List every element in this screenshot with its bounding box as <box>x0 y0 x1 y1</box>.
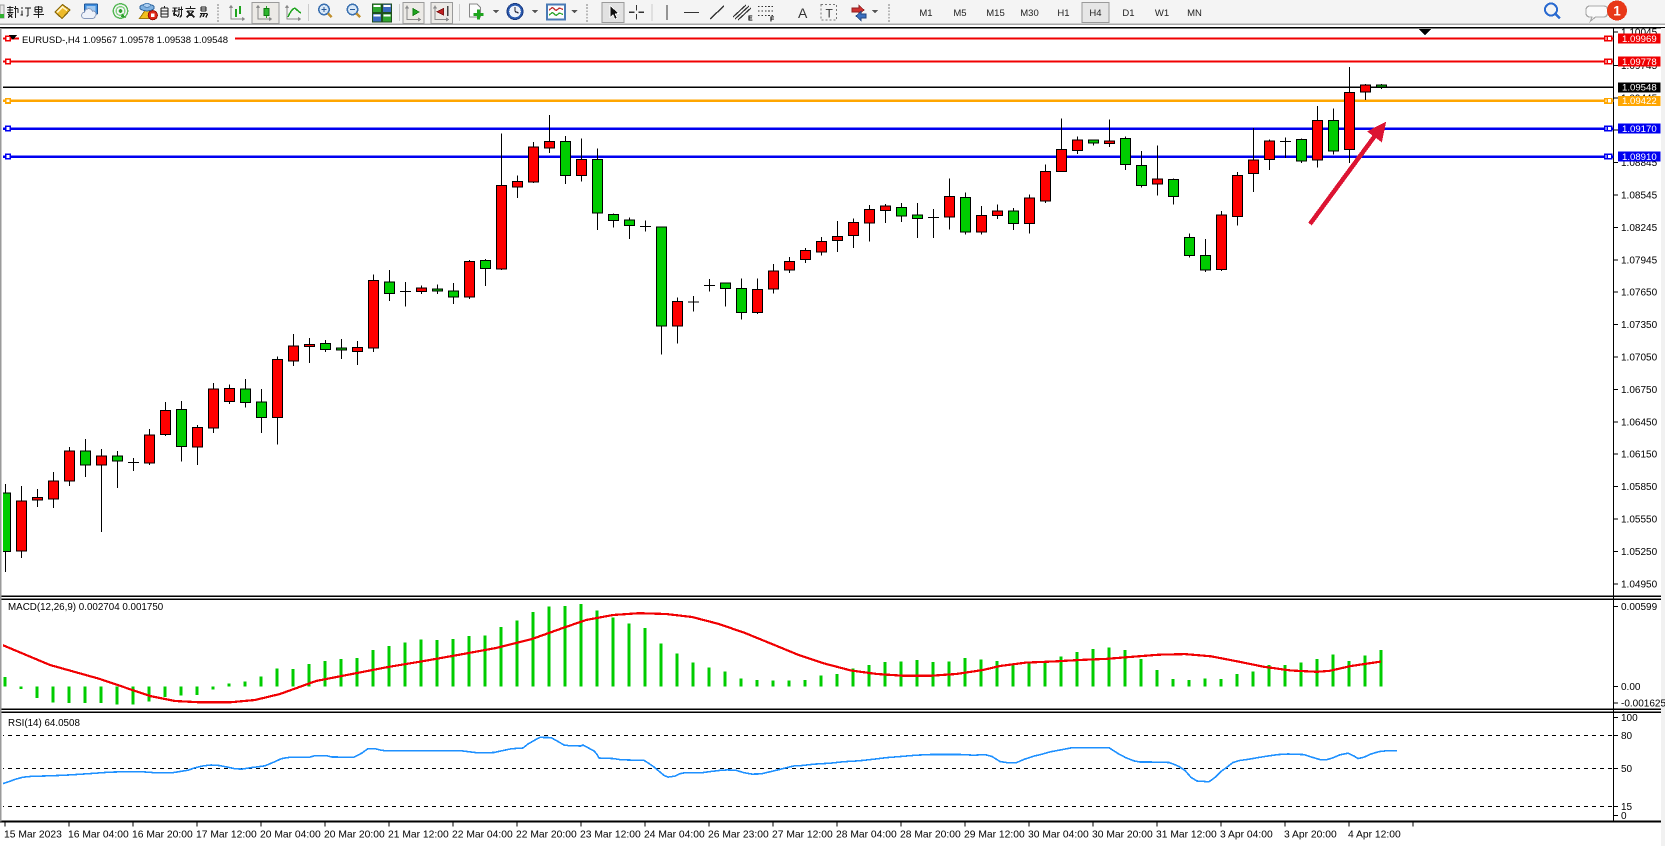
svg-text:1.07650: 1.07650 <box>1621 288 1658 299</box>
svg-text:23 Mar 12:00: 23 Mar 12:00 <box>580 830 641 841</box>
svg-text:30 Mar 20:00: 30 Mar 20:00 <box>1092 830 1153 841</box>
svg-text:1.04950: 1.04950 <box>1621 579 1658 590</box>
svg-text:100: 100 <box>1621 713 1638 724</box>
svg-text:A: A <box>798 5 808 21</box>
svg-text:1: 1 <box>1613 4 1621 19</box>
svg-text:3 Apr 04:00: 3 Apr 04:00 <box>1220 830 1273 841</box>
svg-text:0: 0 <box>1621 811 1627 822</box>
svg-text:20 Mar 04:00: 20 Mar 04:00 <box>260 830 321 841</box>
svg-text:H1: H1 <box>1057 8 1069 19</box>
svg-text:22 Mar 20:00: 22 Mar 20:00 <box>516 830 577 841</box>
svg-text:31 Mar 12:00: 31 Mar 12:00 <box>1156 830 1217 841</box>
svg-text:F: F <box>770 17 775 24</box>
svg-text:1.06450: 1.06450 <box>1621 417 1658 428</box>
svg-text:16 Mar 20:00: 16 Mar 20:00 <box>132 830 193 841</box>
svg-text:RSI(14) 64.0508: RSI(14) 64.0508 <box>8 718 80 729</box>
svg-text:0.00: 0.00 <box>1621 682 1641 693</box>
svg-text:16 Mar 04:00: 16 Mar 04:00 <box>68 830 129 841</box>
svg-text:15 Mar 2023: 15 Mar 2023 <box>4 830 62 841</box>
svg-text:H4: H4 <box>1089 8 1101 19</box>
svg-text:50: 50 <box>1621 764 1633 775</box>
svg-text:0.00599: 0.00599 <box>1621 602 1658 613</box>
svg-text:1.09170: 1.09170 <box>1622 124 1657 135</box>
svg-text:1.07945: 1.07945 <box>1621 255 1658 266</box>
svg-text:24 Mar 04:00: 24 Mar 04:00 <box>644 830 705 841</box>
svg-text:1.05250: 1.05250 <box>1621 547 1658 558</box>
svg-text:1.05550: 1.05550 <box>1621 515 1658 526</box>
svg-text:1.08245: 1.08245 <box>1621 223 1658 234</box>
svg-text:M30: M30 <box>1020 8 1038 19</box>
svg-text:17 Mar 12:00: 17 Mar 12:00 <box>196 830 257 841</box>
svg-text:1.05850: 1.05850 <box>1621 482 1658 493</box>
svg-text:26 Mar 23:00: 26 Mar 23:00 <box>708 830 769 841</box>
svg-text:1.09778: 1.09778 <box>1622 57 1657 68</box>
svg-text:22 Mar 04:00: 22 Mar 04:00 <box>452 830 513 841</box>
svg-text:1.09969: 1.09969 <box>1622 34 1657 45</box>
svg-text:1.07050: 1.07050 <box>1621 353 1658 364</box>
svg-text:20 Mar 20:00: 20 Mar 20:00 <box>324 830 385 841</box>
svg-text:1.06150: 1.06150 <box>1621 450 1658 461</box>
svg-text:1.06750: 1.06750 <box>1621 385 1658 396</box>
svg-text:30 Mar 04:00: 30 Mar 04:00 <box>1028 830 1089 841</box>
svg-text:1.08545: 1.08545 <box>1621 191 1658 202</box>
svg-text:1.09548: 1.09548 <box>1622 83 1657 94</box>
svg-text:21 Mar 12:00: 21 Mar 12:00 <box>388 830 449 841</box>
svg-text:W1: W1 <box>1155 8 1169 19</box>
svg-text:28 Mar 20:00: 28 Mar 20:00 <box>900 830 961 841</box>
svg-text:EURUSD-,H4 1.09567 1.09578 1.: EURUSD-,H4 1.09567 1.09578 1.09538 1.095… <box>22 35 228 46</box>
svg-text:29 Mar 12:00: 29 Mar 12:00 <box>964 830 1025 841</box>
svg-text:15: 15 <box>1621 802 1633 813</box>
svg-text:T: T <box>826 7 834 21</box>
svg-text:3 Apr 20:00: 3 Apr 20:00 <box>1284 830 1337 841</box>
svg-text:80: 80 <box>1621 731 1633 742</box>
svg-text:28 Mar 04:00: 28 Mar 04:00 <box>836 830 897 841</box>
svg-text:1.07350: 1.07350 <box>1621 320 1658 331</box>
svg-text:M1: M1 <box>919 8 932 19</box>
svg-text:27 Mar 12:00: 27 Mar 12:00 <box>772 830 833 841</box>
svg-text:D1: D1 <box>1122 8 1134 19</box>
svg-text:E: E <box>748 16 753 23</box>
svg-text:4 Apr 12:00: 4 Apr 12:00 <box>1348 830 1401 841</box>
svg-text:M15: M15 <box>986 8 1004 19</box>
svg-text:M5: M5 <box>953 8 966 19</box>
svg-text:-0.001625: -0.001625 <box>1621 699 1665 710</box>
svg-text:1.08910: 1.08910 <box>1622 152 1657 163</box>
svg-text:MACD(12,26,9) 0.002704 0.00175: MACD(12,26,9) 0.002704 0.001750 <box>8 602 164 613</box>
svg-text:MN: MN <box>1187 8 1202 19</box>
svg-text:1.08845: 1.08845 <box>1621 158 1658 169</box>
svg-text:1.10045: 1.10045 <box>1621 28 1658 39</box>
svg-text:1.09422: 1.09422 <box>1622 96 1657 107</box>
